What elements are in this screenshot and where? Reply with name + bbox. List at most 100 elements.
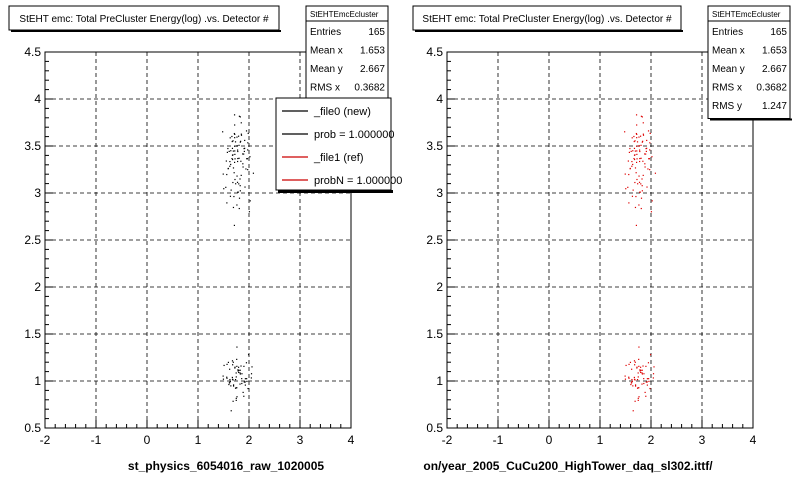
data-point	[634, 400, 636, 402]
data-point	[628, 363, 630, 365]
stats-label: Entries	[310, 27, 341, 38]
data-point	[639, 135, 642, 137]
data-point	[633, 378, 636, 380]
stats-label: RMS x	[310, 83, 340, 94]
data-point	[634, 379, 636, 381]
data-point	[244, 381, 246, 383]
data-point	[646, 381, 648, 383]
data-point	[636, 124, 638, 126]
data-point	[629, 147, 631, 150]
data-point	[651, 200, 653, 202]
data-point	[648, 158, 650, 160]
data-point	[631, 378, 633, 381]
data-point	[630, 382, 633, 384]
data-point	[638, 175, 640, 177]
data-point	[234, 379, 237, 381]
data-point	[239, 369, 241, 371]
data-point	[638, 145, 640, 147]
data-point	[243, 147, 245, 150]
y-tick-label: 0.5	[24, 421, 41, 435]
data-point	[229, 381, 231, 383]
stats-value: 2.667	[360, 64, 385, 75]
data-point	[233, 195, 235, 198]
data-point	[636, 366, 638, 368]
data-point	[227, 361, 230, 363]
y-tick-label: 3.5	[426, 139, 443, 153]
data-point	[629, 361, 632, 363]
data-point	[234, 150, 236, 152]
data-point	[628, 151, 630, 153]
data-point	[637, 372, 639, 374]
left-axis-ticks: -2 -1 0 1 2 3 4 0.5 1 1.5 2 2.5 3 3.5 4 4.5	[24, 45, 354, 447]
data-point	[636, 137, 638, 139]
data-point	[232, 364, 234, 366]
data-point	[633, 360, 636, 362]
data-point	[625, 364, 627, 367]
data-point	[244, 378, 246, 380]
data-point	[625, 188, 627, 190]
x-tick-label: 1	[195, 433, 202, 447]
data-point	[651, 156, 653, 158]
data-point	[645, 153, 647, 155]
y-tick-label: 1.5	[24, 327, 41, 341]
data-point	[238, 197, 241, 199]
data-point	[649, 354, 652, 356]
data-point	[641, 369, 643, 371]
data-point	[624, 173, 626, 175]
data-point	[244, 139, 246, 142]
data-point	[645, 147, 647, 150]
data-point	[229, 378, 231, 381]
data-point	[250, 373, 253, 375]
x-tick-label: -1	[91, 433, 102, 447]
stats-label: RMS x	[712, 83, 742, 94]
data-point	[638, 365, 640, 367]
data-point	[232, 150, 234, 152]
data-point	[235, 183, 237, 185]
data-point	[238, 144, 240, 146]
data-point	[633, 140, 635, 143]
data-point	[634, 361, 636, 363]
data-point	[239, 178, 241, 180]
data-point	[234, 124, 236, 126]
data-point	[231, 140, 233, 143]
data-point	[247, 149, 249, 151]
x-tick-label: 2	[648, 433, 655, 447]
data-point	[648, 380, 650, 382]
data-point	[646, 384, 648, 386]
data-point	[239, 190, 241, 192]
data-point	[638, 149, 641, 151]
data-point	[229, 137, 231, 139]
x-tick-label: 1	[597, 433, 604, 447]
data-point	[237, 370, 239, 372]
stats-label: RMS y	[712, 101, 742, 112]
data-point	[230, 189, 232, 191]
data-point	[641, 190, 643, 192]
data-point	[635, 114, 638, 116]
data-point	[235, 372, 237, 374]
data-point	[236, 136, 238, 138]
data-point	[649, 132, 651, 135]
data-point	[636, 141, 639, 143]
data-point	[222, 378, 225, 380]
data-point	[654, 172, 657, 174]
data-point	[244, 384, 246, 386]
data-point	[229, 160, 231, 163]
x-tick-label: 4	[348, 433, 355, 447]
left-title-box: StEHT emc: Total PreCluster Energy(log) …	[8, 5, 281, 32]
data-point	[234, 366, 236, 368]
stats-label: Mean x	[310, 46, 343, 57]
data-point	[235, 397, 237, 399]
right-points	[624, 114, 657, 412]
data-point	[230, 150, 232, 152]
data-point	[235, 387, 237, 389]
data-point	[631, 368, 633, 370]
data-point	[633, 147, 636, 150]
data-point	[229, 195, 232, 197]
data-point	[245, 168, 247, 170]
data-point	[627, 186, 629, 188]
right-grid	[447, 52, 753, 428]
data-point	[239, 383, 241, 385]
left-file-label: st_physics_6054016_raw_1020005	[128, 459, 324, 473]
data-point	[225, 186, 227, 188]
data-point	[247, 354, 250, 356]
